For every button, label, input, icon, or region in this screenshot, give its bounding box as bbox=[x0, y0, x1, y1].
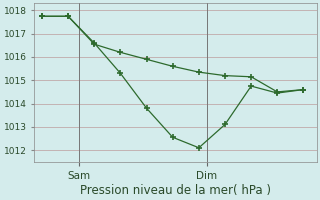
X-axis label: Pression niveau de la mer( hPa ): Pression niveau de la mer( hPa ) bbox=[80, 184, 271, 197]
